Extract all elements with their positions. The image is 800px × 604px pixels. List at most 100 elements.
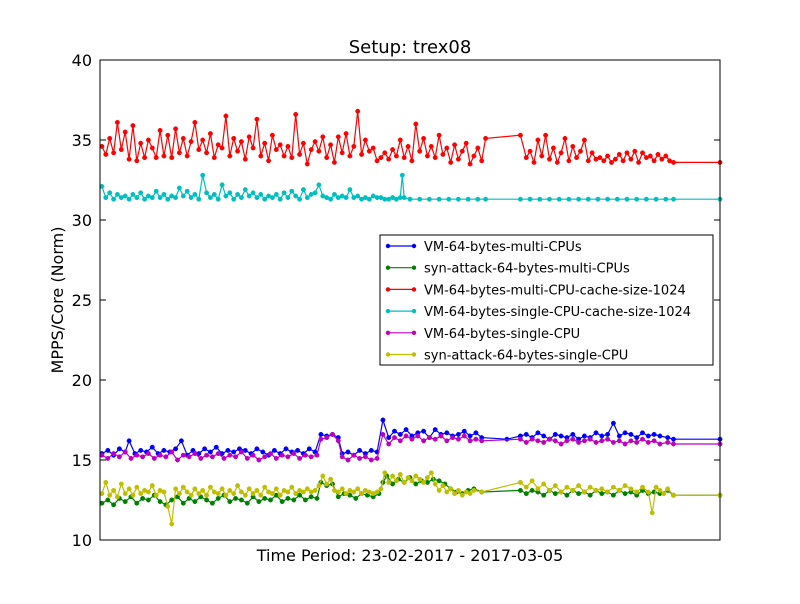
data-point [616,151,622,157]
data-point [316,182,322,188]
data-point [165,132,171,138]
data-point [473,436,479,442]
data-point [368,457,374,463]
data-point [461,433,467,439]
data-point [651,158,657,164]
data-point [450,435,456,441]
data-point [517,196,523,202]
data-point [324,435,330,441]
data-point [157,195,163,201]
data-point [138,190,144,196]
data-point [285,495,291,501]
data-point [266,158,272,164]
data-point [215,491,221,497]
data-point [256,457,262,463]
legend-item: VM-64-bytes-single-CPU [385,327,580,342]
data-point [636,159,642,165]
data-point [651,431,657,437]
data-point [122,129,128,135]
data-point [552,438,558,444]
data-point [378,486,384,492]
data-point [268,497,273,503]
data-point [417,476,423,482]
data-point [258,191,264,197]
data-point [390,147,396,153]
data-point [374,489,380,495]
data-point [517,487,523,493]
data-point [118,481,124,487]
data-point [331,159,337,165]
data-point [531,159,537,165]
data-point [105,497,111,503]
data-point [382,150,388,156]
data-point [535,137,541,143]
data-point [285,143,291,149]
data-point [351,452,357,458]
data-point [281,190,287,196]
data-point [138,447,144,453]
data-point [215,142,221,148]
data-point [523,484,529,490]
data-point [312,190,318,196]
data-point [593,439,599,445]
legend-box [379,234,714,366]
data-point [196,147,202,153]
data-point [671,196,676,202]
data-point [455,431,461,437]
data-point [605,489,611,495]
data-point [547,436,552,442]
data-point [483,196,489,202]
data-point [386,479,392,485]
data-point [541,481,547,487]
data-point [467,491,473,497]
data-point [390,473,396,479]
data-point [207,131,213,137]
data-point [558,441,564,447]
data-point [628,431,634,437]
data-point [463,140,469,146]
data-point [293,491,299,497]
data-point [254,446,260,452]
data-point [386,441,392,447]
data-point [200,487,206,493]
data-point [455,156,461,162]
data-point [444,430,450,436]
legend-item: VM-64-bytes-multi-CPUs [385,240,582,255]
data-point [424,475,430,481]
data-point [665,439,671,445]
data-point [397,137,403,143]
data-point [293,111,299,117]
data-point [157,499,163,505]
data-point [351,143,357,149]
data-point [467,438,473,444]
data-point [114,191,120,197]
data-point [207,449,213,455]
data-point [382,470,388,476]
legend-marker [385,243,391,249]
data-point [459,148,465,154]
data-point [161,191,167,197]
data-point [198,455,204,461]
data-point [448,159,454,165]
data-point [209,500,215,506]
data-point [231,491,237,497]
data-point [250,145,256,151]
data-point [235,148,241,154]
data-point [614,196,620,202]
data-point [622,441,628,447]
data-point [153,155,159,161]
data-point [149,483,155,489]
data-point [535,486,541,492]
data-point [640,484,645,490]
legend-marker [411,287,417,292]
data-point [126,196,132,202]
data-point [169,521,175,527]
legend-marker [411,265,417,270]
data-point [126,438,132,444]
y-axis-label: MPPS/Core (Norm) [48,227,67,374]
data-point [180,193,186,199]
data-point [436,196,442,202]
data-point [233,454,239,460]
data-point [570,487,576,493]
data-point [111,150,117,156]
